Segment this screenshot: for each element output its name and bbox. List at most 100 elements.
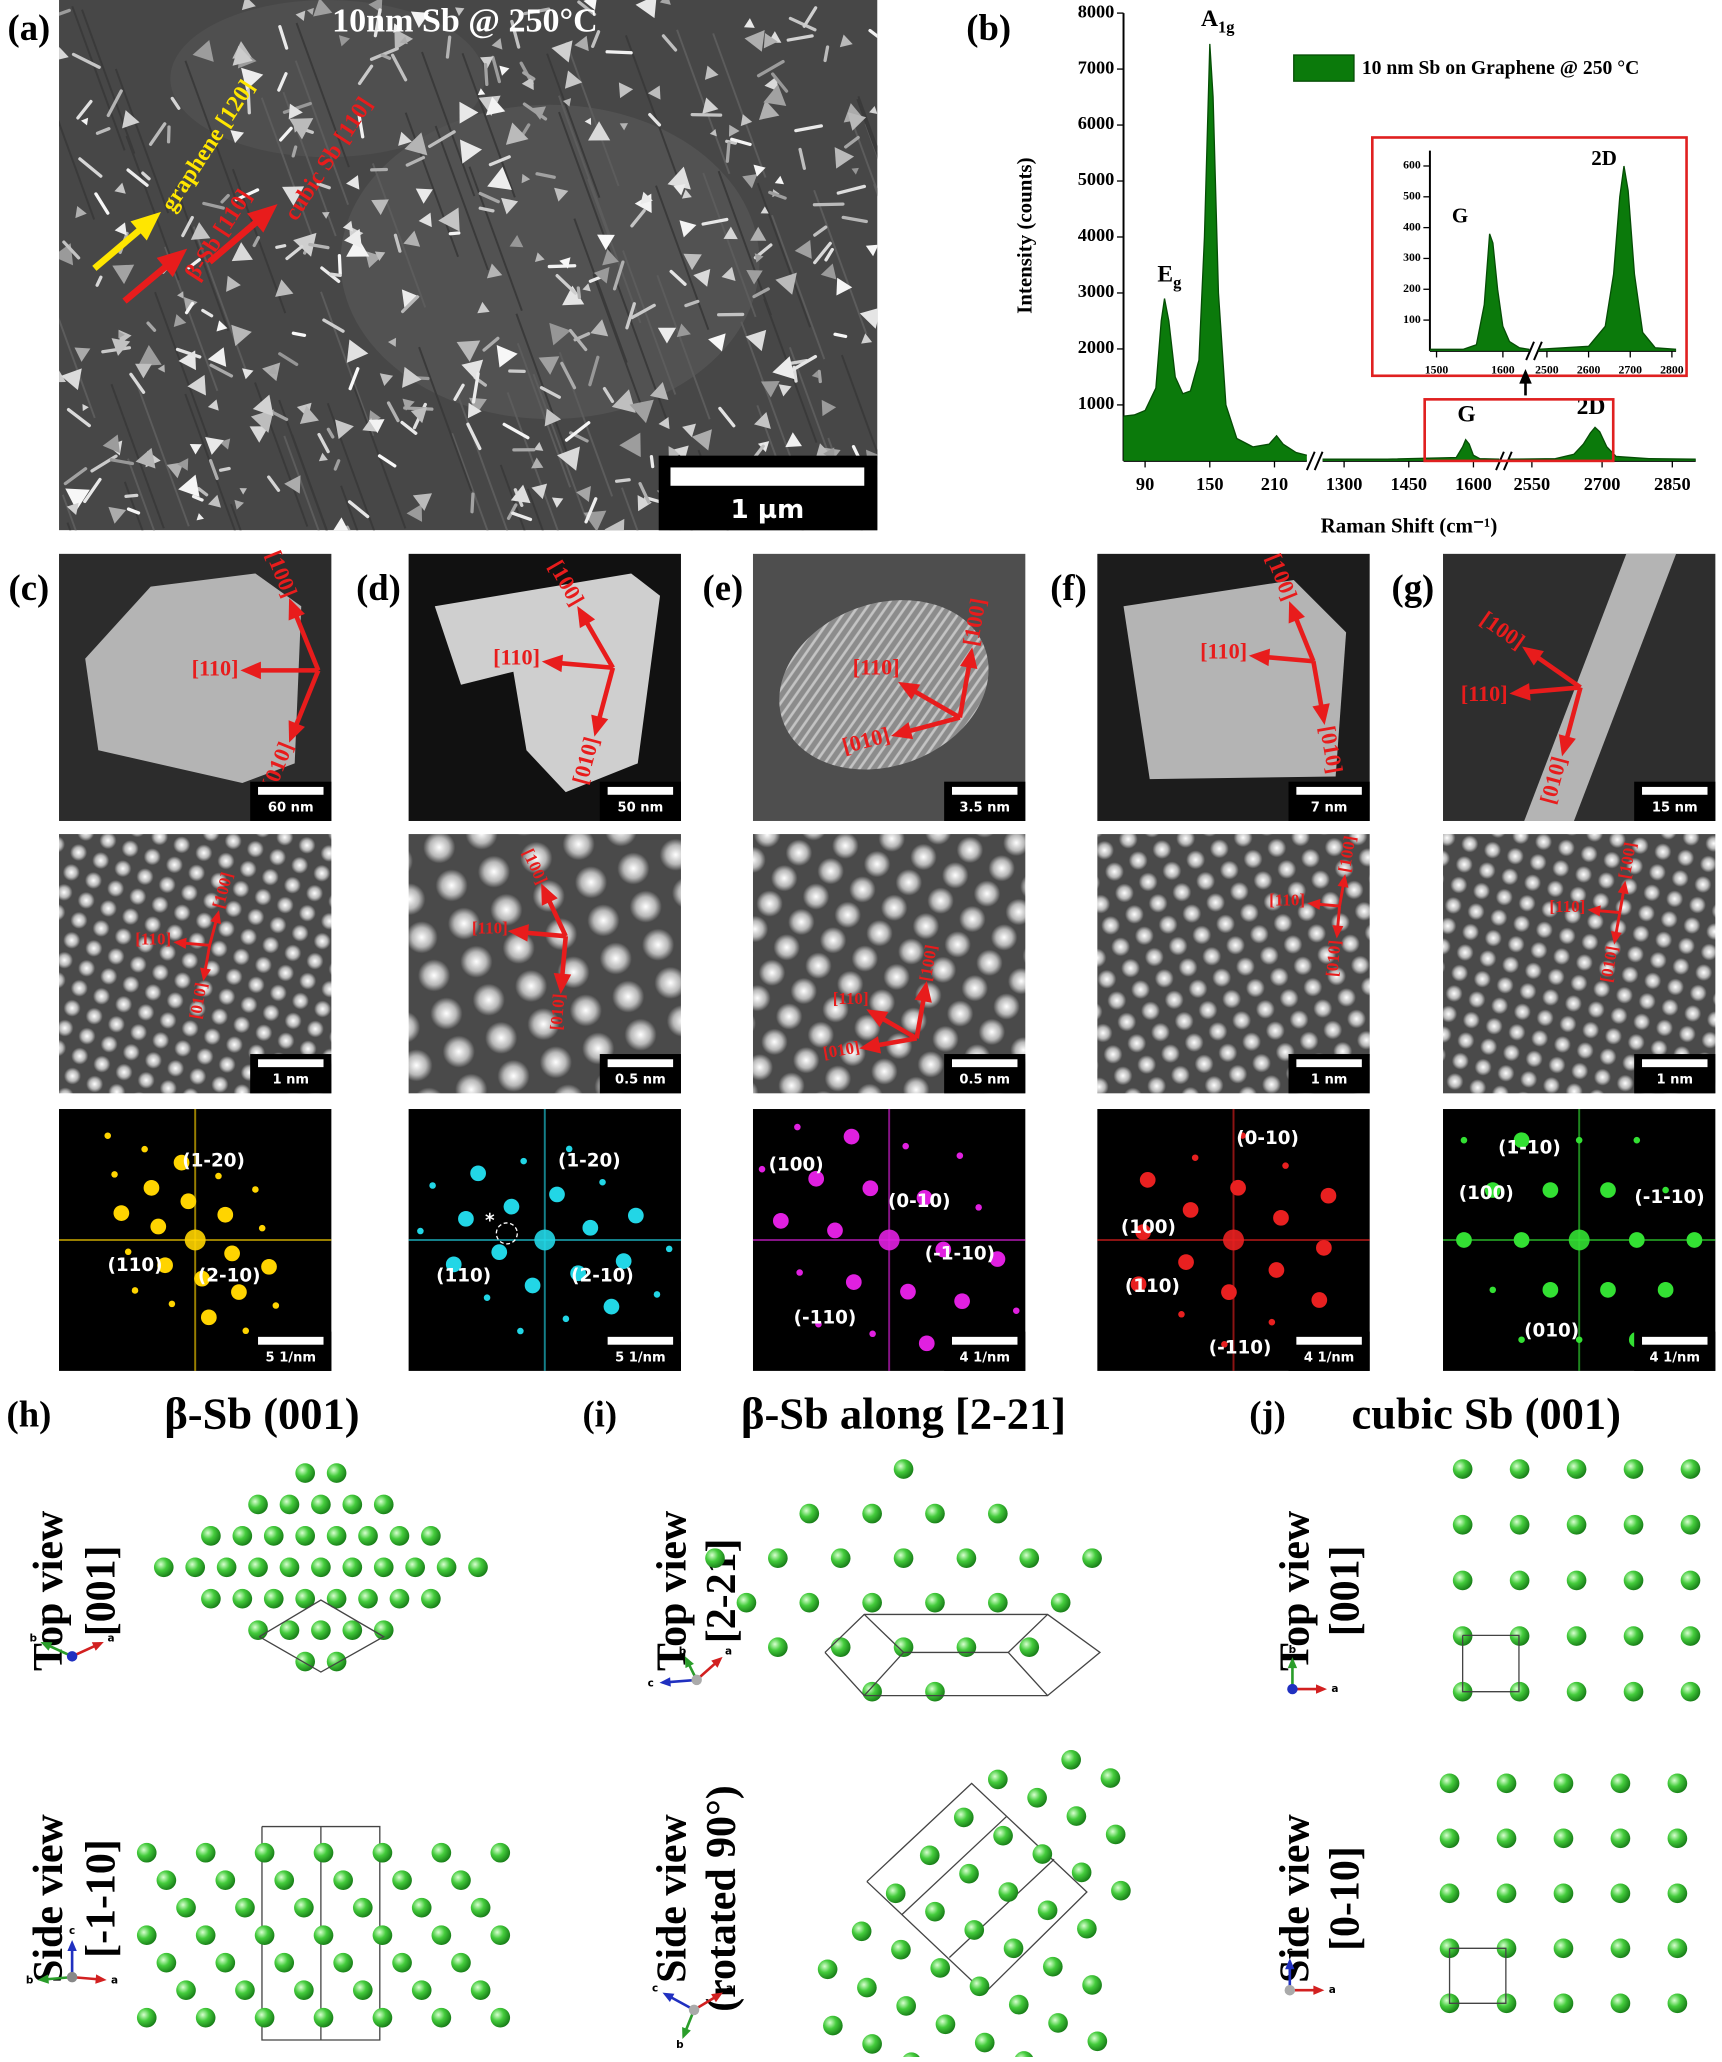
scale-bar	[1296, 1059, 1361, 1067]
axis-letter: c	[69, 1925, 75, 1937]
atom	[1497, 1884, 1517, 1904]
scale-bar-label: 1 nm	[1311, 1073, 1348, 1088]
fft-spot	[1543, 1282, 1559, 1298]
atom	[957, 1637, 977, 1657]
spot-label: (-1-10)	[1634, 1187, 1704, 1208]
atom	[157, 1953, 177, 1973]
x-tick-label: 2500	[1535, 364, 1559, 377]
scale-bar	[670, 467, 864, 485]
fft-spot	[201, 1309, 217, 1325]
peak-label: 2D	[1577, 394, 1606, 420]
scale-bar	[608, 1059, 673, 1067]
atom	[1033, 1844, 1053, 1864]
axis-letter: a	[1329, 1984, 1336, 1996]
fft-center	[879, 1229, 900, 1250]
atom	[818, 1959, 838, 1979]
fft-spot	[846, 1274, 862, 1290]
fft-spot	[1183, 1202, 1199, 1218]
x-tick-label: 90	[1136, 474, 1154, 494]
axis-letter: a	[107, 1633, 114, 1645]
atom	[1668, 1939, 1688, 1959]
atom	[896, 1996, 916, 2016]
fft-pattern: (1-20)*(110)(2-10)5 1/nm	[409, 1109, 681, 1371]
atom	[975, 2033, 995, 2053]
atom	[451, 1953, 471, 1973]
atom	[954, 1808, 974, 1828]
axis-origin	[67, 1651, 77, 1661]
fft-spot	[242, 1327, 249, 1334]
direction-label: [110]	[493, 644, 540, 669]
spot-label: (-110)	[794, 1308, 857, 1329]
spot-label: (110)	[107, 1255, 162, 1276]
fft-spot	[215, 1173, 222, 1180]
axis-origin	[689, 2005, 699, 2015]
x-tick-label: 2600	[1577, 364, 1601, 377]
scale-bar-label: 4 1/nm	[1650, 1350, 1700, 1365]
atom	[1681, 1515, 1701, 1535]
atom	[1668, 1993, 1688, 2013]
axis-letter: b	[26, 1975, 34, 1987]
atom	[412, 1898, 432, 1918]
fft-spot	[517, 1328, 524, 1335]
atom	[988, 1770, 1008, 1790]
fft-spot	[1600, 1182, 1616, 1198]
peak-label: Eg	[1157, 262, 1182, 293]
scale-bar	[608, 1337, 673, 1345]
fft-spot	[1221, 1284, 1237, 1300]
atom	[274, 1870, 294, 1890]
fft-spot	[604, 1299, 620, 1315]
atom	[333, 1870, 353, 1890]
arrow-head	[659, 1677, 670, 1686]
atom	[894, 1459, 914, 1479]
atom	[412, 1980, 432, 2000]
direction-label: [110]	[1269, 890, 1305, 909]
atom	[392, 1870, 412, 1890]
x-tick-label: 2700	[1584, 474, 1621, 494]
sem-rod	[819, 371, 820, 381]
atom	[1567, 1571, 1587, 1591]
atom	[1101, 1768, 1121, 1788]
atom	[1067, 1806, 1087, 1826]
direction-label: [110]	[1549, 897, 1585, 916]
atom	[157, 1870, 177, 1890]
peak-label: G	[1457, 402, 1475, 428]
haadf-overview: [100][110][010]50 nm	[409, 554, 681, 821]
atom	[1497, 1829, 1517, 1849]
fft-spot	[125, 1249, 132, 1256]
atom	[862, 1593, 882, 1613]
atom	[1014, 2051, 1034, 2057]
fft-spot	[794, 1124, 801, 1131]
sem-rod	[472, 494, 473, 512]
atom	[1440, 1774, 1460, 1794]
atom	[432, 1843, 452, 1863]
atom	[311, 1557, 331, 1577]
atom	[233, 1526, 253, 1546]
atom	[1510, 1515, 1530, 1535]
atom	[176, 1898, 196, 1918]
atom	[925, 1593, 945, 1613]
atom	[1611, 1774, 1631, 1794]
atom	[421, 1526, 441, 1546]
axis-origin	[67, 1972, 77, 1982]
sem-rod	[651, 457, 652, 467]
atom	[1027, 1788, 1047, 1808]
fft-spot	[1178, 1311, 1185, 1318]
fft-spot	[796, 1269, 803, 1276]
direction-label: [110]	[135, 929, 171, 948]
atom	[1051, 1593, 1071, 1613]
peak-label: A1g	[1201, 6, 1235, 37]
atom	[1510, 1459, 1530, 1479]
axis-break	[1307, 452, 1315, 470]
y-tick-label: 500	[1403, 190, 1421, 203]
fft-spot	[470, 1165, 486, 1181]
fft-spot	[582, 1220, 598, 1236]
fft-pattern: (0-10)(100)(110)(-110)4 1/nm	[1097, 1109, 1369, 1371]
atom	[1668, 1829, 1688, 1849]
panel-label: (j)	[1249, 1393, 1286, 1434]
atom	[137, 1843, 157, 1863]
x-tick-label: 1450	[1390, 474, 1427, 494]
atom	[295, 1463, 315, 1483]
atom	[1554, 1939, 1574, 1959]
atom	[342, 1620, 362, 1640]
fft-spot	[549, 1187, 565, 1203]
